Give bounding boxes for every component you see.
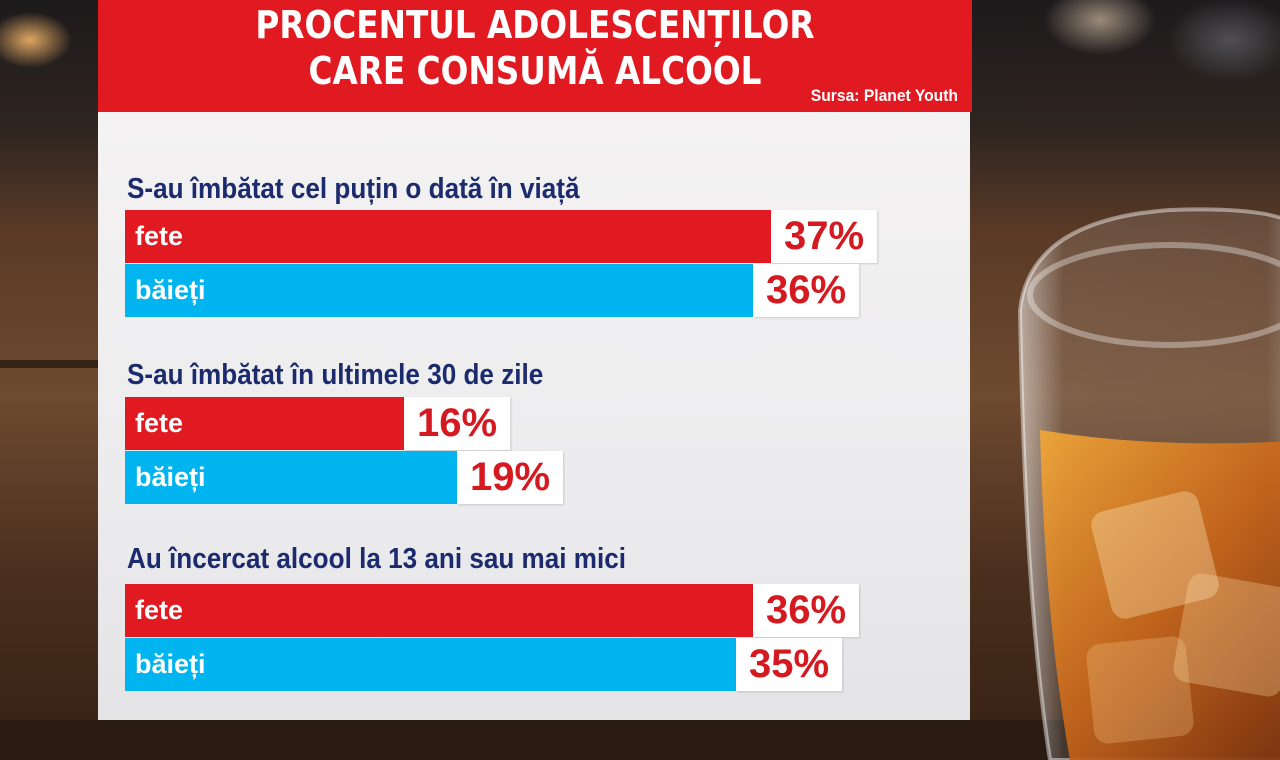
- value-label: 35%: [736, 638, 842, 691]
- bar-boys: băieți: [125, 451, 457, 504]
- bar-girls: fete: [125, 210, 771, 263]
- value-label: 37%: [771, 210, 877, 263]
- bar-girls: fete: [125, 584, 753, 637]
- chart-title-line-1: PROCENTUL ADOLESCENȚILOR: [255, 3, 815, 47]
- bar-label: băieți: [135, 275, 206, 305]
- bar-girls: fete: [125, 397, 404, 450]
- bar-label: fete: [135, 595, 184, 625]
- bar-boys: băieți: [125, 638, 736, 691]
- value-label: 36%: [753, 584, 859, 637]
- value-text: 37%: [783, 214, 865, 258]
- value-text: 36%: [765, 588, 847, 632]
- bar-label: fete: [135, 408, 184, 438]
- bar-label: băieți: [135, 649, 206, 679]
- background-shelf: [0, 360, 100, 368]
- value-label: 16%: [404, 397, 510, 450]
- bar-boys: băieți: [125, 264, 753, 317]
- group-title: S-au îmbătat cel puțin o dată în viață: [127, 173, 580, 205]
- value-label: 36%: [753, 264, 859, 317]
- value-text: 36%: [765, 268, 847, 312]
- value-text: 16%: [416, 401, 498, 445]
- group-title: S-au îmbătat în ultimele 30 de zile: [127, 359, 544, 391]
- bar-label: băieți: [135, 462, 206, 492]
- chart-title: PROCENTUL ADOLESCENȚILOR CARE CONSUMĂ AL…: [159, 2, 911, 94]
- chart-title-line-2: CARE CONSUMĂ ALCOOL: [308, 49, 762, 93]
- whisky-glass-illustration: [1017, 207, 1280, 760]
- group-title: Au încercat alcool la 13 ani sau mai mic…: [127, 543, 627, 575]
- chart-header: PROCENTUL ADOLESCENȚILOR CARE CONSUMĂ AL…: [98, 0, 972, 112]
- bar-label: fete: [135, 221, 184, 251]
- value-label: 19%: [457, 451, 563, 504]
- value-text: 35%: [748, 642, 830, 686]
- chart-source: Sursa: Planet Youth: [810, 86, 958, 105]
- value-text: 19%: [469, 455, 551, 499]
